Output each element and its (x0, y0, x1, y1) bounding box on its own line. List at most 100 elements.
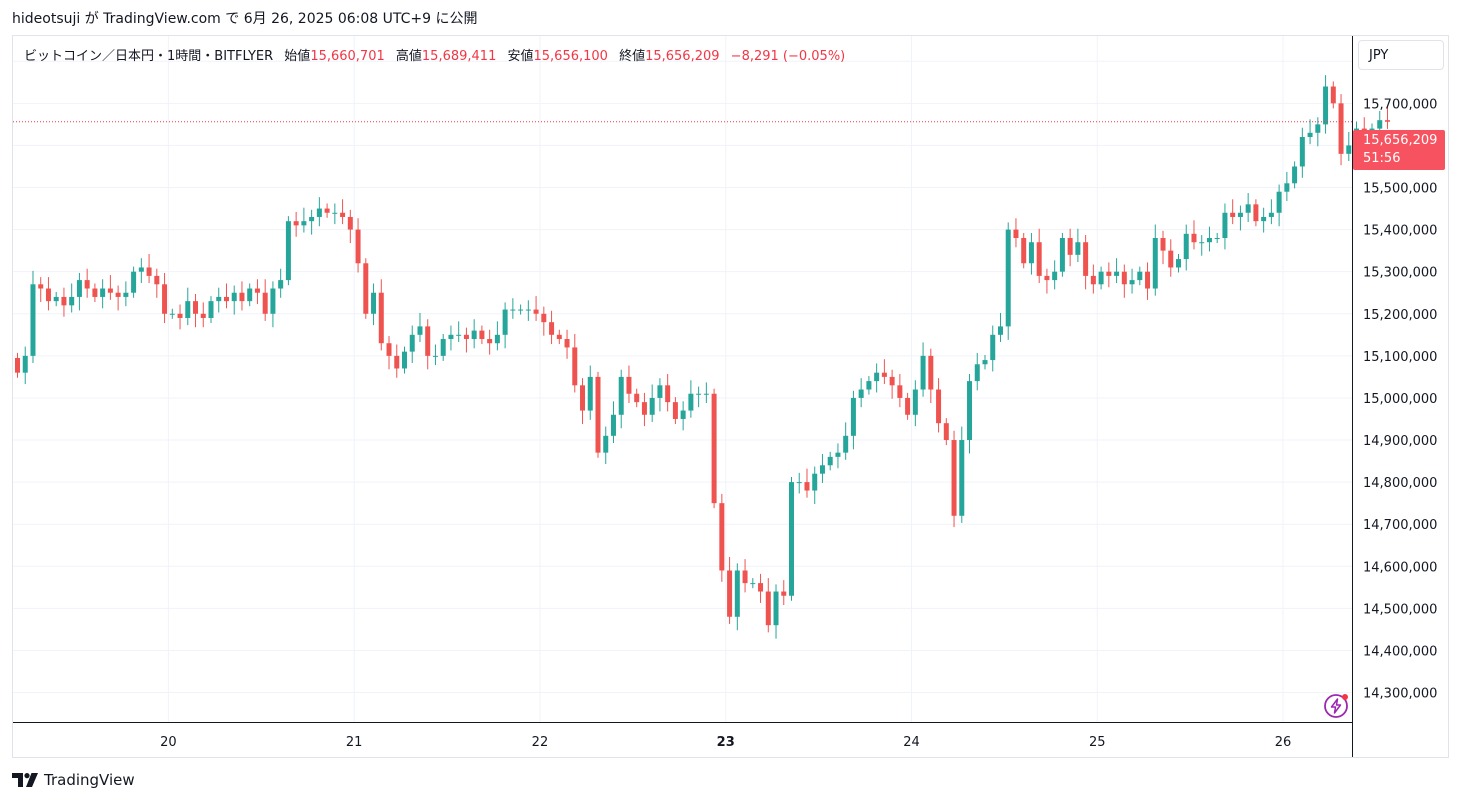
y-tick-label: 15,000,000 (1363, 392, 1437, 407)
candle-body (773, 591, 779, 626)
candle-body (843, 435, 849, 453)
candle-body (1222, 212, 1228, 239)
candle-body (974, 364, 980, 382)
candle-body (518, 309, 524, 311)
candle-body (819, 465, 825, 474)
candle-body (858, 389, 864, 398)
candle-body (936, 389, 942, 424)
bar-countdown: 51:56 (1363, 151, 1401, 166)
candle-body (45, 288, 51, 302)
x-tick-label: 22 (532, 735, 549, 750)
open-value: 15,660,701 (310, 49, 385, 64)
candle-body (1183, 233, 1189, 260)
candle-body (943, 423, 949, 441)
candle-body (734, 570, 740, 617)
candle-body (347, 216, 353, 230)
candle-body (1268, 212, 1274, 217)
candle-body (247, 288, 253, 302)
low-label: 安値 (507, 49, 534, 64)
brand-name: TradingView (44, 771, 135, 789)
ohlc-legend: ビットコイン／日本円・1時間・BITFLYER 始値15,660,701 高値1… (24, 45, 845, 64)
candle-body (595, 376, 601, 453)
candle-body (494, 334, 500, 344)
candle-body (703, 393, 709, 395)
candle-body (1230, 212, 1236, 217)
candle-body (580, 385, 586, 411)
open-label: 始値 (284, 49, 311, 64)
symbol-info[interactable]: ビットコイン／日本円・1時間・BITFLYER (24, 49, 274, 64)
candle-body (432, 355, 438, 357)
candle-body (1028, 242, 1034, 264)
candle-body (1384, 120, 1390, 122)
candle-body (456, 334, 462, 336)
candle-body (1114, 271, 1120, 276)
y-tick-label: 14,700,000 (1363, 518, 1437, 533)
x-tick-label: 25 (1089, 735, 1106, 750)
candle-body (680, 410, 686, 419)
candle-body (649, 397, 655, 415)
candle-body (541, 313, 547, 323)
candle-body (162, 284, 168, 314)
candle-body (301, 221, 307, 226)
candle-body (696, 393, 702, 395)
candle-body (146, 267, 152, 276)
currency-unit-button[interactable]: JPY (1358, 40, 1444, 70)
candle-body (1284, 183, 1290, 192)
candle-body (1083, 242, 1089, 276)
candle-body (363, 263, 369, 314)
candle-body (61, 296, 67, 306)
candle-body (15, 357, 20, 373)
x-tick-label: 26 (1275, 735, 1292, 750)
candle-body (208, 301, 214, 318)
candle-body (1206, 238, 1212, 243)
candle-body (448, 334, 454, 340)
candle-body (425, 326, 431, 356)
candle-body (603, 435, 609, 453)
candle-body (1191, 233, 1197, 243)
candle-body (1292, 166, 1298, 184)
candle-body (997, 326, 1003, 335)
candle-body (796, 482, 802, 484)
candle-body (293, 221, 299, 226)
y-tick-label: 15,100,000 (1363, 350, 1437, 365)
candle-body (131, 271, 137, 293)
candle-body (479, 330, 485, 340)
candle-body (231, 292, 237, 302)
candle-body (1036, 242, 1042, 276)
candle-body (835, 452, 841, 457)
candle-body (1106, 271, 1112, 276)
candle-body (1137, 271, 1143, 281)
candle-body (502, 309, 508, 335)
tradingview-brand[interactable]: TradingView (12, 771, 135, 789)
candle-body (719, 503, 725, 571)
candle-body (193, 301, 199, 314)
candle-body (827, 456, 833, 466)
candle-body (1005, 229, 1011, 327)
lightning-alert-icon[interactable] (1322, 692, 1350, 724)
candle-body (154, 275, 160, 285)
candle-body (487, 339, 493, 344)
high-value: 15,689,411 (421, 49, 497, 64)
candle-body (1168, 250, 1174, 268)
y-tick-label: 14,900,000 (1363, 434, 1437, 449)
candle-body (665, 385, 671, 403)
candle-body (471, 330, 477, 340)
chart-frame[interactable] (12, 35, 1449, 758)
candle-body (525, 309, 531, 311)
candle-body (1044, 275, 1050, 281)
candle-body (38, 284, 44, 289)
last-price-tag: 15,656,209 51:56 (1353, 130, 1445, 170)
candle-body (1067, 238, 1073, 255)
candle-body (672, 402, 678, 419)
chart-grid (13, 36, 1352, 722)
candle-body (727, 570, 733, 617)
low-value: 15,656,100 (533, 49, 608, 64)
x-tick-label: 24 (903, 735, 920, 750)
candle-body (1013, 229, 1019, 239)
candle-body (905, 397, 911, 415)
candle-body (440, 339, 446, 356)
candle-body (789, 482, 794, 596)
candle-body (812, 473, 818, 491)
candle-body (1145, 271, 1151, 289)
